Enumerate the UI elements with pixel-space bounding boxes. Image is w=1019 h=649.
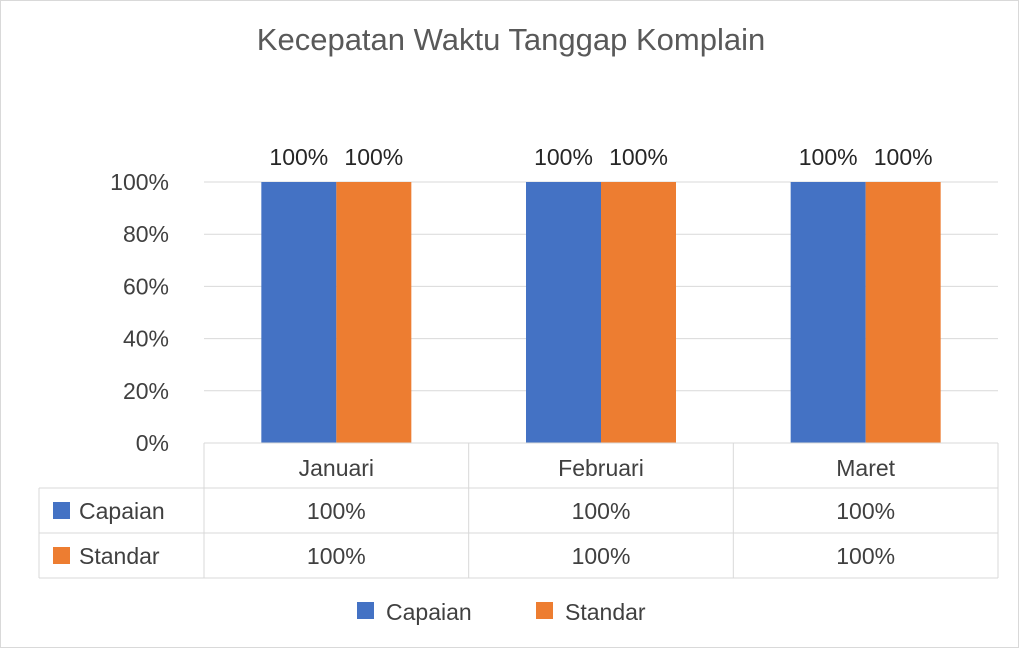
table-cell: 100% — [572, 543, 631, 569]
legend-swatch — [536, 602, 553, 619]
legend-label: Capaian — [386, 599, 472, 625]
table-cell: 100% — [307, 543, 366, 569]
y-tick-label: 100% — [110, 169, 169, 195]
data-label: 100% — [799, 144, 858, 170]
y-tick-label: 60% — [123, 273, 169, 299]
bar-capaian — [790, 182, 866, 443]
bar-standar — [601, 182, 676, 443]
y-axis-ticks: 0% 20% 40% 60% 80% 100% — [110, 169, 169, 456]
chart-title: Kecepatan Waktu Tanggap Komplain — [257, 22, 765, 57]
bar-standar — [865, 182, 941, 443]
data-label: 100% — [269, 144, 328, 170]
bar-capaian — [261, 182, 337, 443]
table-legend-key — [53, 547, 70, 564]
data-label: 100% — [344, 144, 403, 170]
y-tick-label: 40% — [123, 326, 169, 352]
legend-swatch — [357, 602, 374, 619]
y-tick-label: 80% — [123, 221, 169, 247]
data-labels: 100% 100% 100% 100% 100% 100% — [269, 144, 932, 170]
table-cell: 100% — [307, 498, 366, 524]
legend: Capaian Standar — [357, 599, 646, 625]
bar-capaian — [526, 182, 601, 443]
table-cell: 100% — [572, 498, 631, 524]
data-label: 100% — [534, 144, 593, 170]
bar-standar — [336, 182, 412, 443]
table-cell: 100% — [836, 543, 895, 569]
data-label: 100% — [609, 144, 668, 170]
category-label: Februari — [558, 455, 644, 481]
y-tick-label: 20% — [123, 378, 169, 404]
category-label: Januari — [299, 455, 374, 481]
y-tick-label: 0% — [136, 430, 169, 456]
data-label: 100% — [874, 144, 933, 170]
table-series-label: Standar — [79, 543, 160, 569]
category-label: Maret — [836, 455, 895, 481]
table-cell: 100% — [836, 498, 895, 524]
bars — [261, 182, 941, 443]
data-table: Januari Februari Maret Capaian 100% 100% 100% S… — [38, 442, 999, 579]
table-series-label: Capaian — [79, 498, 165, 524]
legend-label: Standar — [565, 599, 646, 625]
table-legend-key — [53, 502, 70, 519]
